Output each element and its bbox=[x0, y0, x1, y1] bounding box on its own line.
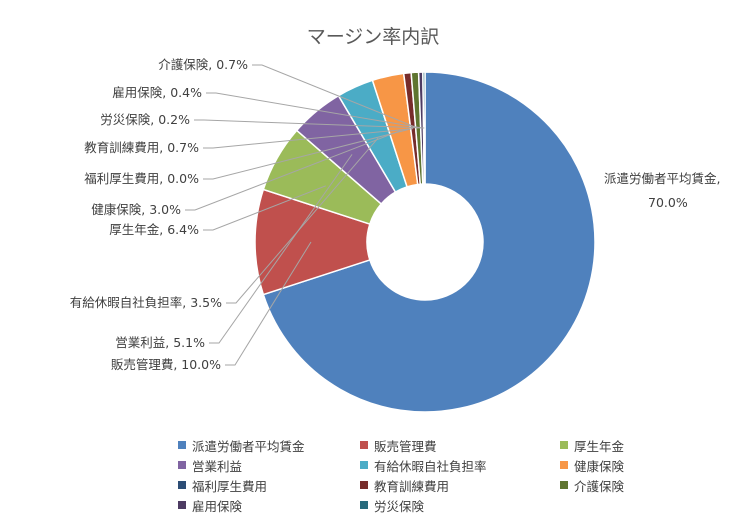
legend-swatch bbox=[560, 481, 568, 489]
legend-item-6: 福利厚生費用 bbox=[178, 476, 267, 494]
data-label-2: 厚生年金, 6.4% bbox=[109, 222, 199, 237]
legend-swatch bbox=[178, 481, 186, 489]
legend-label: 雇用保険 bbox=[192, 498, 243, 514]
legend-item-7: 教育訓練費用 bbox=[360, 476, 449, 494]
legend-label: 販売管理費 bbox=[374, 438, 437, 454]
data-label-3: 営業利益, 5.1% bbox=[115, 335, 205, 350]
data-label-7: 教育訓練費用, 0.7% bbox=[84, 140, 199, 155]
data-label-5: 健康保険, 3.0% bbox=[91, 202, 181, 217]
leader-line-4 bbox=[226, 137, 379, 304]
leader-line-3 bbox=[209, 154, 353, 344]
legend-label: 営業利益 bbox=[192, 458, 243, 474]
legend-swatch bbox=[178, 461, 186, 469]
leader-line-9 bbox=[206, 92, 423, 129]
legend-swatch bbox=[360, 501, 368, 509]
leader-line-5 bbox=[185, 130, 401, 211]
legend-swatch bbox=[560, 441, 568, 449]
legend-label: 介護保険 bbox=[574, 478, 625, 494]
data-label-10: 労災保険, 0.2% bbox=[100, 112, 190, 127]
chart-title: マージン率内訳 bbox=[306, 26, 440, 48]
legend-swatch bbox=[360, 441, 368, 449]
data-label-4: 有給休暇自社負担率, 3.5% bbox=[70, 295, 222, 310]
legend-label: 教育訓練費用 bbox=[374, 478, 450, 494]
data-label-9: 雇用保険, 0.4% bbox=[112, 85, 202, 100]
legend-item-0: 派遣労働者平均賃金 bbox=[178, 436, 305, 454]
legend-label: 福利厚生費用 bbox=[192, 478, 268, 494]
legend-label: 有給休暇自社負担率 bbox=[374, 458, 487, 474]
slice-0 bbox=[262, 71, 596, 413]
legend-item-5: 健康保険 bbox=[560, 456, 624, 474]
leader-line-10 bbox=[194, 119, 425, 129]
legend-label: 健康保険 bbox=[574, 458, 625, 474]
data-label-0: 派遣労働者平均賃金, 70.0% bbox=[604, 171, 720, 210]
legend-swatch bbox=[360, 461, 368, 469]
legend-item-8: 介護保険 bbox=[560, 476, 624, 494]
legend-swatch bbox=[178, 441, 186, 449]
data-label-6: 福利厚生費用, 0.0% bbox=[84, 171, 199, 186]
legend-item-3: 営業利益 bbox=[178, 456, 242, 474]
legend-label: 労災保険 bbox=[374, 498, 425, 514]
leader-lines bbox=[185, 64, 425, 366]
legend-item-4: 有給休暇自社負担率 bbox=[360, 456, 487, 474]
legend-label: 厚生年金 bbox=[574, 438, 625, 454]
data-label-8: 介護保険, 0.7% bbox=[158, 57, 248, 72]
leader-line-2 bbox=[203, 185, 326, 231]
legend-item-2: 厚生年金 bbox=[560, 436, 624, 454]
legend-swatch bbox=[178, 501, 186, 509]
slices bbox=[254, 71, 596, 413]
data-label-1: 販売管理費, 10.0% bbox=[111, 357, 221, 372]
legend-swatch bbox=[560, 461, 568, 469]
leader-line-1 bbox=[225, 241, 312, 366]
leader-line-6 bbox=[203, 128, 411, 180]
legend-label: 派遣労働者平均賃金 bbox=[192, 438, 305, 454]
legend-item-10: 労災保険 bbox=[360, 496, 424, 514]
leader-line-7 bbox=[203, 128, 414, 149]
legend-item-1: 販売管理費 bbox=[360, 436, 437, 454]
legend-item-9: 雇用保険 bbox=[178, 496, 242, 514]
leader-line-8 bbox=[252, 64, 419, 129]
data-labels: 派遣労働者平均賃金, 70.0% 販売管理費, 10.0% 厚生年金, 6.4% 営業利… bbox=[70, 57, 721, 372]
legend-swatch bbox=[360, 481, 368, 489]
